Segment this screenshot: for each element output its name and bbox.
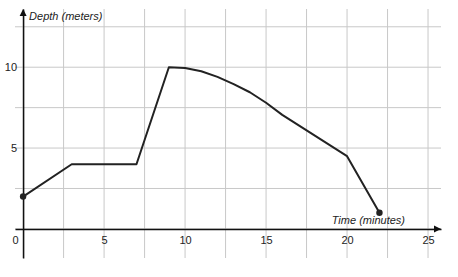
- y-axis: 5 10: [5, 10, 24, 259]
- grid-line-x: [428, 9, 429, 258]
- grid-line-x: [185, 9, 186, 258]
- endpoint-marker: [20, 193, 26, 199]
- depth-line: [23, 67, 379, 213]
- y-tick: 5: [11, 142, 23, 154]
- grid-line-y: [15, 107, 441, 108]
- x-tick: 15: [260, 229, 272, 246]
- plot-area: [20, 67, 383, 216]
- grid-line-x: [63, 9, 64, 258]
- x-axis: 0 5 10 15 20 25: [13, 229, 442, 246]
- x-axis-line: [16, 229, 442, 231]
- y-tick-label: 10: [5, 61, 17, 73]
- grid: [15, 9, 441, 258]
- grid-line-x: [306, 9, 307, 258]
- grid-line-y: [15, 228, 441, 229]
- x-tick-label: 20: [341, 234, 353, 246]
- x-tick: 25: [422, 229, 434, 246]
- x-tick-label: 0: [13, 234, 19, 246]
- y-tick-label: 5: [11, 142, 17, 154]
- grid-line-y: [15, 67, 441, 68]
- grid-line-x: [144, 9, 145, 258]
- x-tick-label: 5: [102, 234, 108, 246]
- y-axis-arrow: [20, 9, 27, 16]
- axis-arrows: [20, 9, 441, 232]
- x-tick: 20: [341, 229, 353, 246]
- x-tick: 0: [13, 229, 24, 246]
- x-tick-label: 15: [260, 234, 272, 246]
- x-tick: 5: [102, 229, 108, 246]
- x-axis-title: Time (minutes): [332, 214, 406, 226]
- x-tick-label: 10: [179, 234, 191, 246]
- grid-line-y: [15, 188, 441, 189]
- x-tick-label: 25: [422, 234, 434, 246]
- y-tick: 10: [5, 61, 23, 73]
- grid-line-x: [104, 9, 105, 258]
- grid-line-x: [23, 9, 24, 258]
- x-axis-arrow: [434, 225, 441, 232]
- grid-line-y: [15, 148, 441, 149]
- grid-line-x: [225, 9, 226, 258]
- x-tick: 10: [179, 229, 191, 246]
- grid-line-x: [266, 9, 267, 258]
- y-axis-title: Depth (meters): [29, 10, 103, 22]
- grid-line-y: [15, 26, 441, 27]
- chart: 0 5 10 15 20 25 5 10 Depth (meters) Time (minutes…: [0, 0, 458, 277]
- y-axis-line: [23, 10, 25, 259]
